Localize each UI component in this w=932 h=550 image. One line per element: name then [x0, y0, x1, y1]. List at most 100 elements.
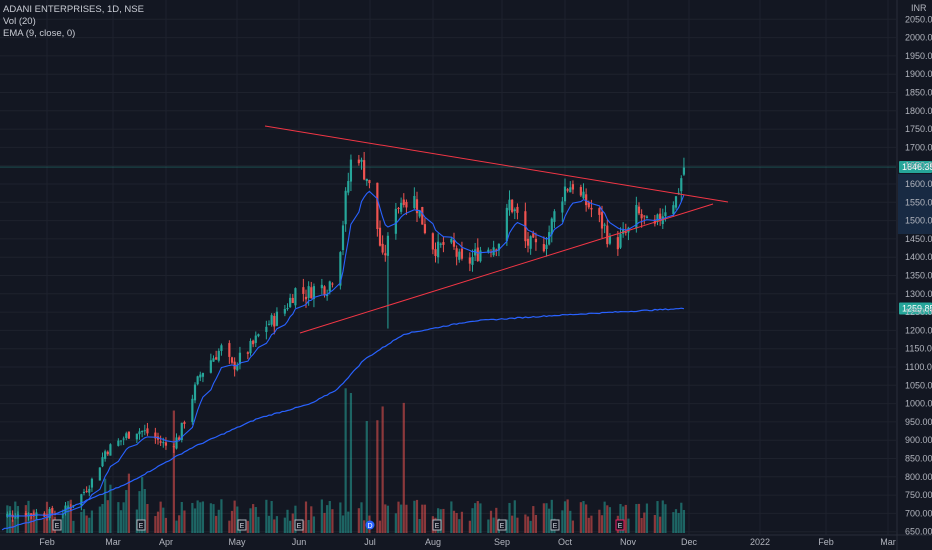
ema-line: [1, 190, 685, 531]
volume-bar: [608, 507, 612, 533]
candlesticks: [6, 151, 686, 522]
volume-bar: [90, 510, 94, 533]
volume-bar: [117, 502, 120, 533]
event-marker: E: [550, 519, 560, 531]
candle-body: [291, 297, 294, 304]
volume-bar: [35, 516, 38, 533]
candle-body: [141, 431, 144, 433]
volume-bar: [603, 501, 606, 533]
candle-body: [14, 517, 17, 519]
candle-body: [582, 191, 585, 199]
candle-body: [135, 433, 138, 440]
volume-bar: [468, 520, 471, 533]
candle-body: [119, 440, 123, 442]
candle-body: [587, 202, 590, 208]
candle-body: [600, 212, 604, 229]
candle-body: [64, 505, 67, 513]
candle-body: [529, 236, 532, 249]
candle-body: [265, 326, 268, 332]
volume-bar: [571, 520, 575, 533]
volume-bar: [627, 518, 630, 533]
volume-bar: [479, 503, 482, 533]
volume-bar: [529, 520, 532, 533]
volume-bar: [397, 501, 400, 533]
last-price-line: 1646.35 1259.85: [0, 161, 932, 315]
volume-bar: [217, 509, 220, 533]
volume-bar: [61, 513, 64, 533]
volume-bar: [487, 519, 490, 533]
price-tick-label: 1600.00: [905, 179, 932, 189]
candle-body: [511, 199, 514, 213]
candle-body: [199, 374, 202, 378]
symbol-label[interactable]: ADANI ENTERPRISES, 1D, NSE: [3, 4, 144, 15]
candle-body: [437, 241, 440, 258]
volume-bar: [664, 504, 667, 533]
candle-body: [217, 350, 220, 361]
legend: ADANI ENTERPRISES, 1D, NSE Vol (20) EMA …: [3, 4, 144, 40]
currency-label: INR: [911, 3, 927, 13]
earnings-marker-icon: [550, 519, 560, 531]
volume-bar: [561, 510, 564, 533]
volume-bar: [508, 502, 511, 533]
time-tick-label: Apr: [159, 537, 173, 547]
volume-bar: [505, 519, 508, 533]
ema9-path: [7, 190, 685, 517]
volume-bar: [291, 513, 294, 533]
volume-bar: [230, 510, 234, 533]
volume-bar: [156, 511, 160, 533]
volume-bar: [283, 517, 286, 533]
time-axis[interactable]: Feb Mar Apr May Jun Jul Aug Sep Oct Nov Dec 2022 Feb…: [0, 534, 932, 547]
volume-bar: [228, 520, 231, 533]
trendline-lower: [299, 203, 714, 334]
candle-body: [172, 446, 175, 448]
trendline-upper: [264, 125, 729, 203]
candle-body: [125, 433, 128, 439]
candle-body: [566, 189, 569, 191]
candle-body: [442, 242, 445, 245]
volume-bar: [672, 512, 675, 533]
price-tick-label: 1950.00: [905, 51, 932, 61]
candle-body: [357, 159, 360, 164]
earnings-marker-icon: [615, 519, 625, 531]
candle-body: [104, 451, 107, 459]
volume-bar: [275, 516, 279, 533]
candle-body: [273, 315, 276, 327]
price-axis[interactable]: 650.00 700.00 750.00 800.00 850.00 900.00 950.…: [896, 0, 932, 550]
candle-body: [550, 218, 553, 235]
volume-bar: [585, 504, 588, 533]
price-tick-label: 800.00: [905, 472, 932, 482]
time-tick-label: 2022: [750, 537, 770, 547]
volume-indicator-label[interactable]: Vol (20): [3, 16, 36, 27]
price-tick-label: 650.00: [905, 527, 932, 537]
volume-bar: [645, 503, 649, 533]
candle-body: [286, 308, 289, 310]
candle-body: [402, 199, 405, 205]
candle-body: [323, 286, 326, 295]
candle-body: [405, 201, 408, 208]
volume-bar: [661, 500, 664, 533]
volume-bar: [569, 510, 572, 533]
candle-body: [101, 457, 104, 467]
volume-bar: [16, 506, 20, 533]
volume-bar: [606, 505, 609, 533]
volume-bar: [72, 520, 75, 533]
volume-bar: [674, 509, 678, 533]
candle-body: [664, 212, 667, 217]
volume-bar: [199, 502, 202, 533]
price-tick-label: 1750.00: [905, 124, 932, 134]
ema-indicator-label[interactable]: EMA (9, close, 0): [3, 28, 76, 39]
volume-bar: [164, 517, 168, 533]
volume-bar: [394, 513, 397, 533]
candle-body: [30, 513, 33, 515]
volume-bar: [85, 515, 88, 533]
candle-body: [378, 227, 382, 246]
price-tick-label: 1100.00: [905, 362, 932, 372]
candle-body: [400, 202, 403, 212]
candle-body: [80, 494, 83, 506]
volume-bar: [587, 517, 590, 533]
volume-bar: [474, 503, 477, 533]
candle-body: [307, 286, 310, 298]
price-tick-label: 2000.00: [905, 33, 932, 43]
candle-body: [310, 287, 313, 299]
